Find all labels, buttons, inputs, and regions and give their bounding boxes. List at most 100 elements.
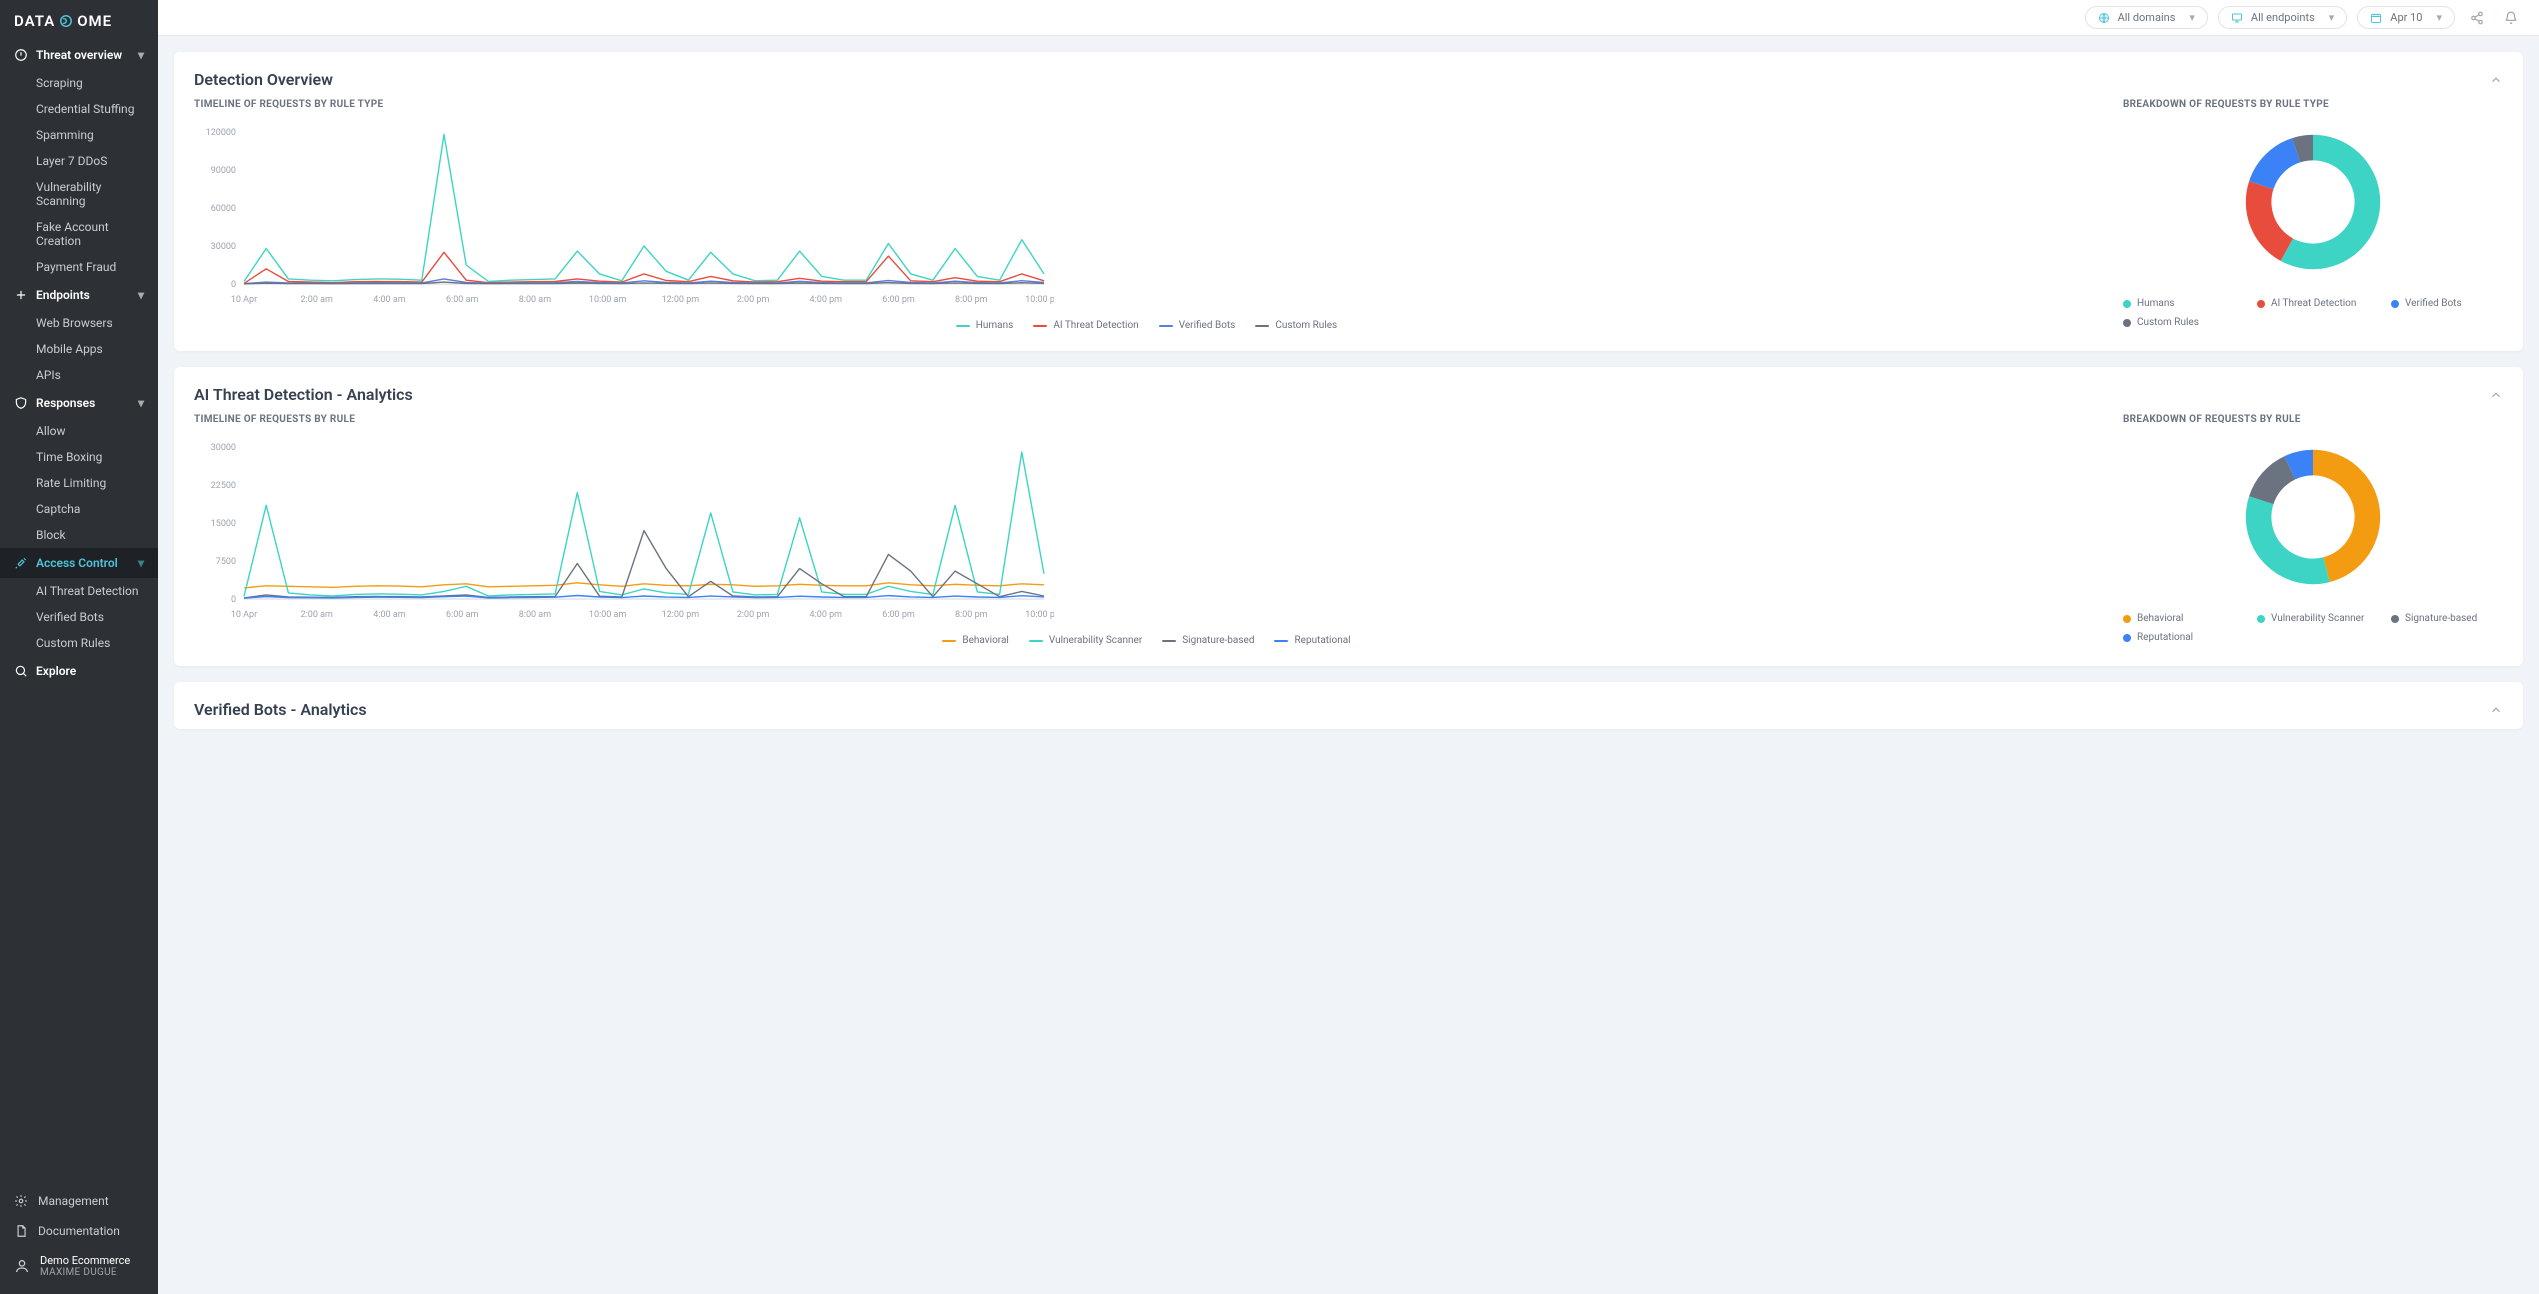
- sidebar-item[interactable]: APIs: [0, 362, 158, 388]
- legend-item: Humans: [956, 320, 1014, 331]
- section-label: Threat overview: [36, 48, 122, 62]
- collapse-button[interactable]: [2489, 703, 2503, 717]
- chevron-up-icon: [2489, 388, 2503, 402]
- brand-name: DATA: [14, 12, 55, 30]
- panel-title: Detection Overview: [194, 70, 333, 89]
- user-company: Demo Ecommerce: [40, 1254, 130, 1267]
- svg-text:2:00 pm: 2:00 pm: [737, 295, 770, 305]
- sidebar-item[interactable]: Credential Stuffing: [0, 96, 158, 122]
- section-label: Access Control: [36, 556, 118, 570]
- donut-chart: [2233, 437, 2393, 597]
- legend-item: Signature-based: [2391, 613, 2501, 624]
- svg-text:30000: 30000: [211, 443, 236, 453]
- sidebar-item[interactable]: Web Browsers: [0, 310, 158, 336]
- legend-item: Verified Bots: [2391, 298, 2501, 309]
- sidebar-user[interactable]: Demo Ecommerce MAXIME DUGUE: [0, 1246, 158, 1286]
- line-chart: 0750015000225003000010 Apr2:00 am4:00 am…: [194, 437, 1054, 627]
- svg-text:0: 0: [231, 280, 236, 290]
- svg-text:2:00 am: 2:00 am: [301, 610, 333, 620]
- svg-text:8:00 am: 8:00 am: [519, 295, 551, 305]
- sidebar-section-responses[interactable]: Responses ▾: [0, 388, 158, 418]
- brand-logo: DATA OME: [0, 0, 158, 40]
- svg-text:0: 0: [231, 595, 236, 605]
- svg-text:2:00 am: 2:00 am: [301, 295, 333, 305]
- endpoints-filter[interactable]: All endpoints ▾: [2218, 6, 2347, 29]
- svg-text:10 Apr: 10 Apr: [231, 610, 257, 620]
- svg-text:12:00 pm: 12:00 pm: [662, 610, 700, 620]
- date-filter[interactable]: Apr 10 ▾: [2357, 6, 2455, 29]
- main: All domains ▾ All endpoints ▾ Apr 10 ▾ D…: [158, 0, 2539, 1294]
- sidebar-item[interactable]: Layer 7 DDoS: [0, 148, 158, 174]
- sidebar-section-endpoints[interactable]: Endpoints ▾: [0, 280, 158, 310]
- sidebar-item[interactable]: Payment Fraud: [0, 254, 158, 280]
- globe-icon: [2098, 12, 2110, 24]
- shield-icon: [14, 396, 28, 410]
- legend-item: Behavioral: [2123, 613, 2233, 624]
- chevron-down-icon: ▾: [2329, 11, 2335, 24]
- sidebar-item[interactable]: Scraping: [0, 70, 158, 96]
- svg-text:60000: 60000: [211, 204, 236, 214]
- sidebar: DATA OME Threat overview▾ScrapingCredent…: [0, 0, 158, 1294]
- content: Detection Overview TIMELINE OF REQUESTS …: [158, 36, 2539, 745]
- sidebar-section-threat[interactable]: Threat overview▾: [0, 40, 158, 70]
- legend-item: Reputational: [2123, 632, 2233, 643]
- chevron-down-icon: ▾: [138, 396, 144, 410]
- topbar: All domains ▾ All endpoints ▾ Apr 10 ▾: [158, 0, 2539, 36]
- alert-icon: [14, 48, 28, 62]
- timeline-subtitle: TIMELINE OF REQUESTS BY RULE: [194, 414, 2099, 425]
- user-name: MAXIME DUGUE: [40, 1267, 130, 1278]
- legend-item: Custom Rules: [2123, 317, 2233, 328]
- share-button[interactable]: [2465, 6, 2489, 30]
- brand-name-2: OME: [77, 12, 112, 30]
- chevron-down-icon: ▾: [138, 288, 144, 302]
- donut-chart: [2233, 122, 2393, 282]
- sidebar-item[interactable]: Custom Rules: [0, 630, 158, 656]
- sidebar-item[interactable]: Verified Bots: [0, 604, 158, 630]
- sidebar-item[interactable]: Vulnerability Scanning: [0, 174, 158, 214]
- chevron-down-icon: ▾: [138, 556, 144, 570]
- sidebar-section-explore[interactable]: Explore: [0, 656, 158, 686]
- collapse-button[interactable]: [2489, 388, 2503, 402]
- chevron-up-icon: [2489, 703, 2503, 717]
- notifications-button[interactable]: [2499, 6, 2523, 30]
- user-icon: [14, 1258, 30, 1274]
- sidebar-item[interactable]: AI Threat Detection: [0, 578, 158, 604]
- sidebar-bottom-item[interactable]: Management: [0, 1186, 158, 1216]
- collapse-button[interactable]: [2489, 73, 2503, 87]
- date-label: Apr 10: [2390, 11, 2422, 24]
- share-icon: [2470, 11, 2484, 25]
- brand-icon: [59, 14, 73, 28]
- sidebar-item[interactable]: Captcha: [0, 496, 158, 522]
- svg-text:120000: 120000: [206, 128, 236, 138]
- calendar-icon: [2370, 12, 2382, 24]
- sidebar-item[interactable]: Spamming: [0, 122, 158, 148]
- svg-text:15000: 15000: [211, 519, 236, 529]
- line-chart: 030000600009000012000010 Apr2:00 am4:00 …: [194, 122, 1054, 312]
- sidebar-item[interactable]: Fake Account Creation: [0, 214, 158, 254]
- svg-text:6:00 pm: 6:00 pm: [882, 295, 915, 305]
- sidebar-item[interactable]: Allow: [0, 418, 158, 444]
- domains-filter[interactable]: All domains ▾: [2085, 6, 2208, 29]
- chevron-down-icon: ▾: [2189, 11, 2195, 24]
- svg-text:6:00 am: 6:00 am: [446, 295, 478, 305]
- svg-text:90000: 90000: [211, 166, 236, 176]
- svg-text:4:00 am: 4:00 am: [373, 610, 405, 620]
- sidebar-item[interactable]: Mobile Apps: [0, 336, 158, 362]
- section-label: Endpoints: [36, 288, 90, 302]
- panel: Verified Bots - Analytics: [174, 682, 2523, 729]
- svg-text:6:00 am: 6:00 am: [446, 610, 478, 620]
- sidebar-bottom-item[interactable]: Documentation: [0, 1216, 158, 1246]
- legend-item: Vulnerability Scanner: [2257, 613, 2367, 624]
- section-label: Responses: [36, 396, 95, 410]
- sidebar-item[interactable]: Time Boxing: [0, 444, 158, 470]
- sidebar-item[interactable]: Block: [0, 522, 158, 548]
- svg-text:7500: 7500: [216, 557, 236, 567]
- search-icon: [14, 664, 28, 678]
- chevron-down-icon: ▾: [2436, 11, 2442, 24]
- legend-item: Humans: [2123, 298, 2233, 309]
- sidebar-item[interactable]: Rate Limiting: [0, 470, 158, 496]
- svg-text:8:00 am: 8:00 am: [519, 610, 551, 620]
- sidebar-section-access[interactable]: Access Control ▾: [0, 548, 158, 578]
- legend-item: Custom Rules: [1255, 320, 1337, 331]
- legend-item: Behavioral: [942, 635, 1008, 646]
